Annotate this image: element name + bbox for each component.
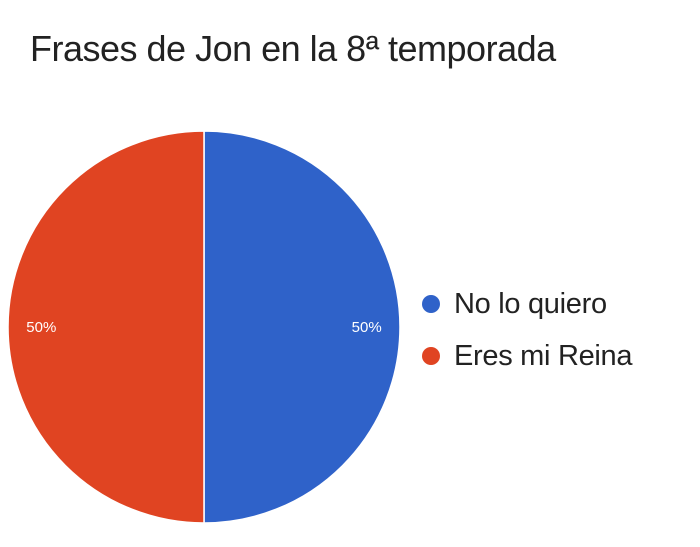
data-label-eres-mi-reina: 50% (26, 319, 56, 336)
legend-swatch-no-lo-quiero (422, 295, 440, 313)
data-label-no-lo-quiero: 50% (352, 319, 382, 336)
legend-label-no-lo-quiero: No lo quiero (454, 287, 607, 320)
pie-data-labels: 50% 50% (26, 319, 381, 336)
legend: No lo quiero Eres mi Reina (422, 278, 633, 382)
pie-slice-no-lo-quiero (203, 130, 401, 524)
legend-swatch-eres-mi-reina (422, 347, 440, 365)
chart-title: Frases de Jon en la 8ª temporada (30, 28, 556, 69)
legend-item-no-lo-quiero: No lo quiero (422, 278, 632, 330)
pie-slices (7, 130, 401, 524)
legend-label-eres-mi-reina: Eres mi Reina (454, 339, 633, 372)
legend-item-eres-mi-reina: Eres mi Reina (422, 330, 633, 382)
pie-slice-eres-mi-reina (7, 130, 205, 524)
